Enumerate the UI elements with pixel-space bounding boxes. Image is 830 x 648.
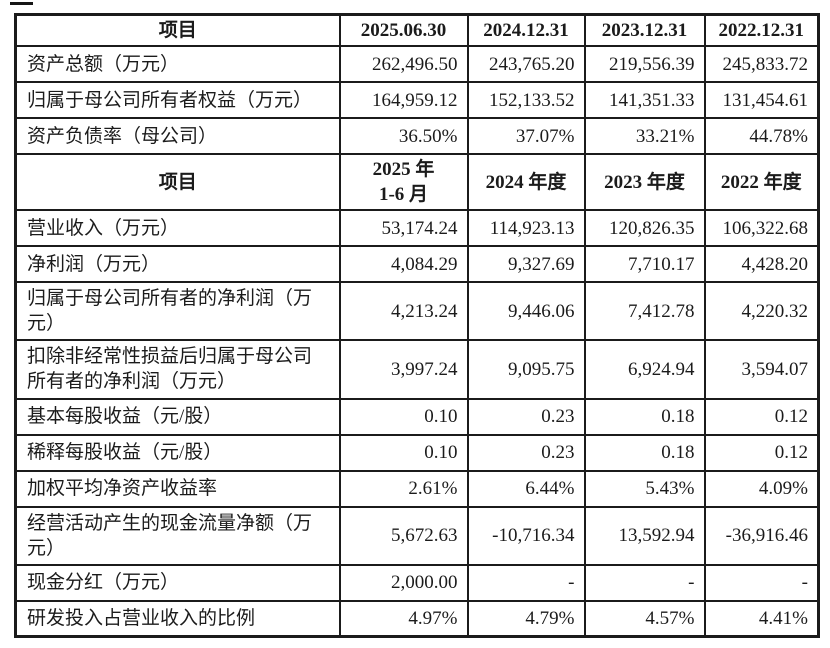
value-cell: 4,220.32	[703, 281, 820, 342]
value-cell: -	[703, 563, 820, 602]
value-cell: 245,833.72	[703, 45, 820, 84]
table-row: 现金分红（万元） 2,000.00 - - -	[14, 563, 820, 602]
row-label: 资产负债率（母公司）	[14, 117, 341, 156]
value-cell: 4,084.29	[338, 245, 469, 284]
value-cell: 53,174.24	[338, 209, 469, 248]
value-cell: 5.43%	[583, 469, 706, 508]
value-cell: 3,997.24	[338, 339, 469, 400]
table-row: 项目 2025.06.30 2024.12.31 2023.12.31 2022…	[14, 13, 820, 48]
value-cell: 3,594.07	[703, 339, 820, 400]
value-cell: 0.10	[338, 433, 469, 472]
table-row: 净利润（万元） 4,084.29 9,327.69 7,710.17 4,428…	[14, 245, 820, 284]
value-cell: 2.61%	[338, 469, 469, 508]
period-column-header: 2023 年度	[583, 153, 706, 212]
row-label: 现金分红（万元）	[14, 563, 341, 602]
value-cell: 44.78%	[703, 117, 820, 156]
value-cell: 36.50%	[338, 117, 469, 156]
table-row: 项目 2025 年 1-6 月 2024 年度 2023 年度 2022 年度	[14, 153, 820, 212]
value-cell: 9,446.06	[466, 281, 586, 342]
value-cell: 5,672.63	[338, 505, 469, 566]
value-cell: 4.09%	[703, 469, 820, 508]
row-label: 营业收入（万元）	[14, 209, 341, 248]
value-cell: 9,327.69	[466, 245, 586, 284]
value-cell: 4,428.20	[703, 245, 820, 284]
row-label: 归属于母公司所有者的净利润（万元）	[14, 281, 341, 342]
value-cell: 4.57%	[583, 599, 706, 638]
table-row: 研发投入占营业收入的比例 4.97% 4.79% 4.57% 4.41%	[14, 599, 820, 638]
row-label: 加权平均净资产收益率	[14, 469, 341, 508]
value-cell: 0.10	[338, 397, 469, 436]
value-cell: 13,592.94	[583, 505, 706, 566]
value-cell: 37.07%	[466, 117, 586, 156]
value-cell: 219,556.39	[583, 45, 706, 84]
period-column-header: 2023.12.31	[583, 13, 706, 48]
value-cell: 0.12	[703, 397, 820, 436]
row-label: 资产总额（万元）	[14, 45, 341, 84]
value-cell: 262,496.50	[338, 45, 469, 84]
scan-artifact-mark	[10, 2, 33, 5]
value-cell: 131,454.61	[703, 81, 820, 120]
table-row: 资产总额（万元） 262,496.50 243,765.20 219,556.3…	[14, 45, 820, 84]
value-cell: 6.44%	[466, 469, 586, 508]
value-cell: 4.41%	[703, 599, 820, 638]
value-cell: -	[583, 563, 706, 602]
row-label: 研发投入占营业收入的比例	[14, 599, 341, 638]
table-row: 归属于母公司所有者的净利润（万元） 4,213.24 9,446.06 7,41…	[14, 281, 820, 342]
value-cell: 4.97%	[338, 599, 469, 638]
value-cell: 4,213.24	[338, 281, 469, 342]
value-cell: 9,095.75	[466, 339, 586, 400]
value-cell: 0.12	[703, 433, 820, 472]
row-label: 稀释每股收益（元/股）	[14, 433, 341, 472]
value-cell: 0.23	[466, 433, 586, 472]
table-row: 扣除非经常性损益后归属于母公司所有者的净利润（万元） 3,997.24 9,09…	[14, 339, 820, 400]
value-cell: 0.18	[583, 397, 706, 436]
value-cell: -36,916.46	[703, 505, 820, 566]
row-label: 净利润（万元）	[14, 245, 341, 284]
item-column-header: 项目	[14, 13, 341, 48]
value-cell: -10,716.34	[466, 505, 586, 566]
value-cell: 114,923.13	[466, 209, 586, 248]
period-column-header: 2024.12.31	[466, 13, 586, 48]
value-cell: 152,133.52	[466, 81, 586, 120]
value-cell: 33.21%	[583, 117, 706, 156]
value-cell: -	[466, 563, 586, 602]
value-cell: 243,765.20	[466, 45, 586, 84]
row-label: 基本每股收益（元/股）	[14, 397, 341, 436]
value-cell: 120,826.35	[583, 209, 706, 248]
financial-summary-table: 项目 2025.06.30 2024.12.31 2023.12.31 2022…	[14, 13, 820, 639]
table-row: 基本每股收益（元/股） 0.10 0.23 0.18 0.12	[14, 397, 820, 436]
period-header-line: 2025 年	[372, 159, 435, 181]
row-label: 扣除非经常性损益后归属于母公司所有者的净利润（万元）	[14, 339, 341, 400]
row-label: 归属于母公司所有者权益（万元）	[14, 81, 341, 120]
period-column-header: 2022.12.31	[703, 13, 820, 48]
item-column-header: 项目	[14, 153, 341, 212]
value-cell: 6,924.94	[583, 339, 706, 400]
period-column-header: 2022 年度	[703, 153, 820, 212]
row-label: 经营活动产生的现金流量净额（万元）	[14, 505, 341, 566]
value-cell: 0.23	[466, 397, 586, 436]
table-row: 归属于母公司所有者权益（万元） 164,959.12 152,133.52 14…	[14, 81, 820, 120]
period-column-header: 2025 年 1-6 月	[338, 153, 469, 212]
value-cell: 0.18	[583, 433, 706, 472]
value-cell: 141,351.33	[583, 81, 706, 120]
period-column-header: 2025.06.30	[338, 13, 469, 48]
value-cell: 164,959.12	[338, 81, 469, 120]
table-row: 经营活动产生的现金流量净额（万元） 5,672.63 -10,716.34 13…	[14, 505, 820, 566]
table-row: 营业收入（万元） 53,174.24 114,923.13 120,826.35…	[14, 209, 820, 248]
table-row: 稀释每股收益（元/股） 0.10 0.23 0.18 0.12	[14, 433, 820, 472]
period-header-line: 1-6 月	[378, 184, 429, 206]
value-cell: 4.79%	[466, 599, 586, 638]
value-cell: 106,322.68	[703, 209, 820, 248]
value-cell: 2,000.00	[338, 563, 469, 602]
table-row: 资产负债率（母公司） 36.50% 37.07% 33.21% 44.78%	[14, 117, 820, 156]
period-column-header: 2024 年度	[466, 153, 586, 212]
value-cell: 7,710.17	[583, 245, 706, 284]
table-row: 加权平均净资产收益率 2.61% 6.44% 5.43% 4.09%	[14, 469, 820, 508]
value-cell: 7,412.78	[583, 281, 706, 342]
